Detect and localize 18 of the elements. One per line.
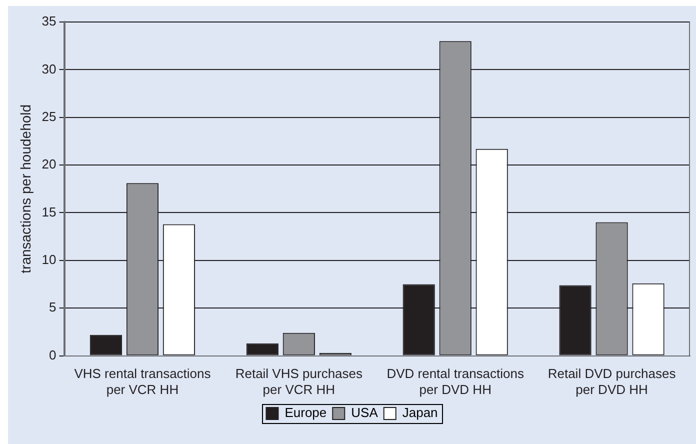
y-tick-label: 20	[42, 156, 56, 172]
y-tick-label: 25	[42, 108, 56, 124]
y-axis-title: transactions per houdehold	[17, 104, 34, 274]
y-tick-label: 5	[49, 300, 56, 315]
y-tick-label: 35	[42, 14, 56, 29]
x-tick-label: DVD rental transactions per DVD HH	[386, 366, 524, 397]
x-tick-label: Retail DVD purchases per DVD HH	[548, 366, 676, 397]
x-tick-label: VHS rental transactions per VCR HH	[74, 366, 212, 397]
legend-label: USA	[351, 405, 378, 420]
y-tick-label: 15	[42, 204, 56, 220]
y-tick-label: 10	[42, 252, 56, 268]
legend-label: Japan	[402, 405, 438, 420]
y-tick-label: 30	[42, 61, 56, 76]
x-tick-label: Retail VHS purchases per VCR HH	[235, 366, 363, 397]
bar	[246, 343, 278, 356]
legend-label: Europe	[284, 405, 327, 420]
y-tick-label: 0	[49, 347, 56, 362]
bar	[90, 334, 122, 356]
